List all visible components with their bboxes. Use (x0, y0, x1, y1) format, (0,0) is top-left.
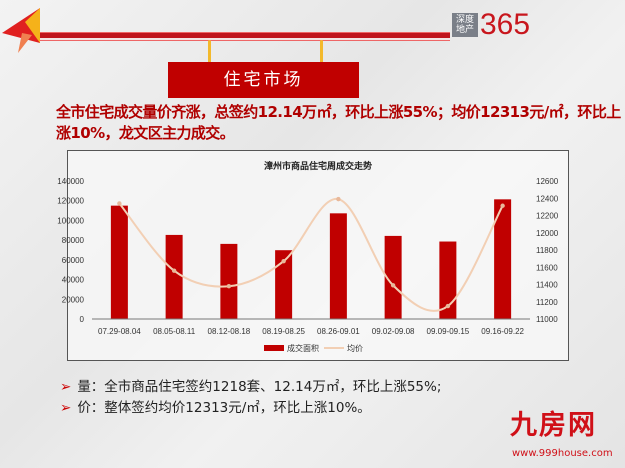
y-right-tick-label: 11000 (536, 315, 558, 324)
y-right-tick-label: 12000 (536, 229, 559, 238)
y-right-tick-label: 12400 (536, 194, 559, 203)
bar-09.02-09.08 (384, 235, 402, 319)
header-rod (40, 32, 450, 41)
logo-text-bottom: 地产 (455, 25, 474, 35)
y-right-tick-label: 11400 (536, 281, 558, 290)
x-tick-label: 08.05-08.11 (153, 327, 196, 336)
legend-bar-label: 成交面积 (287, 343, 319, 353)
bar-08.19-08.25 (275, 250, 293, 319)
price-point-08.19-08.25 (281, 259, 286, 264)
bar-07.29-08.04 (110, 205, 128, 319)
y-left-tick-label: 100000 (57, 216, 84, 225)
banner-hook-left (208, 40, 211, 64)
banner-hook-right (320, 40, 323, 64)
y-left-tick-label: 0 (80, 315, 85, 324)
price-point-09.09-09.15 (445, 303, 451, 309)
logo-number: 365 (480, 8, 531, 41)
price-point-07.29-08.04 (117, 201, 122, 206)
bar-08.05-08.11 (165, 234, 183, 319)
bar-09.16-09.22 (494, 199, 512, 319)
bar-08.12-08.18 (220, 243, 238, 319)
arrow-icon: ➢ (60, 379, 72, 395)
y-right-tick-label: 11600 (536, 263, 558, 272)
x-tick-label: 09.16-09.22 (481, 327, 524, 336)
y-left-tick-label: 120000 (57, 197, 84, 206)
arrow-icon: ➢ (60, 400, 72, 416)
site-url: www.999house.com (512, 448, 613, 459)
legend: 成交面积 均价 (264, 343, 363, 353)
headline: 全市住宅成交量价齐涨，总签约12.14万㎡，环比上涨55%；均价12313元/㎡… (56, 103, 621, 142)
x-tick-label: 08.26-09.01 (317, 327, 360, 336)
paper-plane-icon (2, 8, 40, 53)
price-point-09.02-09.08 (390, 283, 396, 288)
x-tick-label: 08.19-08.25 (262, 327, 305, 336)
x-tick-label: 08.12-08.18 (208, 327, 251, 336)
section-banner: 住宅市场 (168, 62, 359, 98)
x-tick-label: 09.02-09.08 (372, 327, 415, 336)
chart-title: 漳州市商品住宅周成交走势 (264, 160, 372, 171)
chart-panel (67, 150, 569, 361)
price-point-08.12-08.18 (226, 284, 232, 289)
logo-text-top: 深度 (455, 15, 474, 25)
x-tick-label: 07.29-08.04 (98, 327, 141, 336)
logo-365: 深度 地产 365 (452, 8, 530, 42)
price-point-08.26-09.01 (336, 196, 341, 202)
y-left-tick-label: 60000 (62, 256, 85, 265)
bullet-volume: ➢ 量：全市商品住宅签约1218套、12.14万㎡，环比上涨55%; (60, 375, 441, 395)
legend-line-label: 均价 (347, 343, 363, 353)
y-right-tick-label: 11800 (536, 246, 558, 255)
price-point-08.05-08.11 (171, 268, 177, 273)
y-left-tick-label: 140000 (57, 177, 84, 186)
y-left-tick-label: 20000 (62, 295, 85, 304)
bullet-price: ➢ 价：整体签约均价12313元/㎡，环比上涨10%。 (60, 396, 371, 416)
price-point-09.16-09.22 (500, 203, 505, 208)
bar-09.09-09.15 (439, 241, 457, 319)
bullet-text: 价：整体签约均价12313元/㎡，环比上涨10%。 (77, 400, 371, 416)
y-left-tick-label: 40000 (62, 276, 85, 285)
y-right-tick-label: 12600 (536, 177, 559, 186)
header-rod-stripe (40, 38, 450, 40)
y-right-tick-label: 11200 (536, 298, 558, 307)
bullet-text: 量：全市商品住宅签约1218套、12.14万㎡，环比上涨55%; (77, 379, 442, 395)
site-logo: 九房网 (510, 410, 597, 441)
bar-08.26-09.01 (329, 213, 347, 319)
x-tick-label: 09.09-09.15 (427, 327, 470, 336)
legend-bar-swatch (264, 345, 284, 351)
y-left-tick-label: 80000 (62, 236, 85, 245)
y-right-tick-label: 12200 (536, 212, 559, 221)
